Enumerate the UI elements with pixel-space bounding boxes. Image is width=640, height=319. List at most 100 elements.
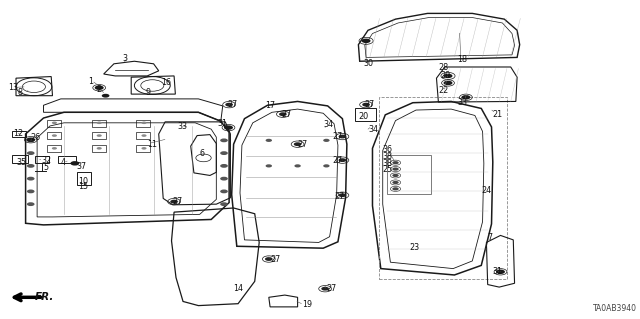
Text: 20: 20 [358, 112, 369, 121]
Circle shape [220, 189, 228, 193]
Bar [355, 108, 376, 121]
Circle shape [339, 135, 346, 138]
Text: 33: 33 [178, 122, 188, 130]
Circle shape [141, 134, 147, 137]
Circle shape [323, 164, 330, 167]
Text: 34: 34 [368, 125, 378, 134]
Circle shape [362, 39, 371, 43]
Circle shape [279, 112, 287, 116]
Circle shape [496, 270, 505, 274]
Circle shape [97, 147, 102, 150]
Circle shape [170, 200, 178, 204]
Text: 12: 12 [13, 129, 23, 138]
Text: 27: 27 [298, 140, 308, 149]
Circle shape [52, 147, 57, 150]
Text: 14: 14 [234, 284, 244, 293]
Text: 15: 15 [78, 182, 88, 191]
Text: 27: 27 [333, 132, 343, 141]
Text: 36: 36 [383, 145, 393, 154]
Text: 33: 33 [458, 98, 468, 107]
Bar [92, 145, 106, 152]
Bar [12, 131, 26, 137]
Text: 27: 27 [333, 156, 343, 165]
Text: 27: 27 [282, 110, 292, 119]
Circle shape [362, 103, 370, 107]
Circle shape [392, 167, 399, 171]
Circle shape [95, 85, 104, 90]
Circle shape [444, 74, 452, 78]
Text: 27: 27 [365, 100, 375, 109]
Text: 11: 11 [147, 140, 157, 149]
Text: 26: 26 [30, 133, 40, 142]
Text: 27: 27 [227, 100, 237, 109]
Circle shape [392, 161, 399, 164]
Text: 27: 27 [173, 197, 183, 206]
Text: 6: 6 [200, 149, 205, 158]
Circle shape [27, 151, 35, 155]
Circle shape [461, 95, 470, 100]
Circle shape [220, 202, 228, 206]
Text: 27: 27 [334, 192, 344, 201]
Text: 24: 24 [481, 186, 492, 195]
Circle shape [141, 147, 147, 150]
Circle shape [27, 189, 35, 193]
Bar [136, 120, 150, 127]
Circle shape [27, 177, 35, 181]
Text: 32: 32 [42, 156, 52, 165]
Circle shape [26, 137, 35, 142]
Circle shape [70, 161, 79, 166]
Bar [58, 156, 76, 163]
Text: 2: 2 [96, 85, 101, 94]
Circle shape [265, 257, 273, 261]
Circle shape [444, 81, 452, 85]
Text: 28: 28 [438, 63, 449, 72]
Circle shape [294, 142, 301, 146]
Text: 18: 18 [458, 56, 468, 64]
Text: 37: 37 [77, 162, 87, 171]
Circle shape [220, 164, 228, 168]
Text: 13: 13 [8, 83, 18, 92]
Text: 30: 30 [364, 59, 374, 68]
Bar [136, 145, 150, 152]
Circle shape [27, 164, 35, 168]
Text: 4: 4 [61, 158, 66, 167]
Bar [12, 155, 28, 163]
Text: 38: 38 [383, 152, 393, 161]
Text: FR.: FR. [35, 292, 54, 302]
Circle shape [323, 139, 330, 142]
Text: 8: 8 [17, 88, 22, 97]
Text: 21: 21 [493, 110, 503, 119]
Text: 3: 3 [123, 54, 128, 63]
Text: 34: 34 [323, 120, 333, 129]
Bar [136, 132, 150, 139]
Bar [35, 156, 49, 163]
Text: TA0AB3940: TA0AB3940 [593, 304, 637, 313]
Bar [379, 97, 507, 279]
Text: 9: 9 [146, 88, 151, 97]
Circle shape [266, 139, 272, 142]
Text: 27: 27 [270, 256, 280, 264]
Text: 27: 27 [326, 284, 337, 293]
Bar [92, 132, 106, 139]
Circle shape [27, 138, 35, 142]
Circle shape [224, 125, 233, 130]
Circle shape [52, 134, 57, 137]
Text: 31: 31 [218, 119, 228, 128]
Circle shape [392, 174, 399, 177]
Circle shape [294, 164, 301, 167]
Text: 31: 31 [493, 267, 503, 276]
Circle shape [97, 134, 102, 137]
Circle shape [141, 122, 147, 124]
Bar [47, 120, 61, 127]
Text: 35: 35 [16, 158, 26, 167]
Bar [92, 120, 106, 127]
Circle shape [392, 181, 399, 184]
Text: 17: 17 [266, 101, 276, 110]
Text: 23: 23 [410, 243, 420, 252]
Text: 7: 7 [488, 233, 493, 242]
Circle shape [27, 202, 35, 206]
Text: 5: 5 [44, 163, 49, 172]
Bar [47, 132, 61, 139]
Circle shape [97, 122, 102, 124]
Bar [47, 145, 61, 152]
